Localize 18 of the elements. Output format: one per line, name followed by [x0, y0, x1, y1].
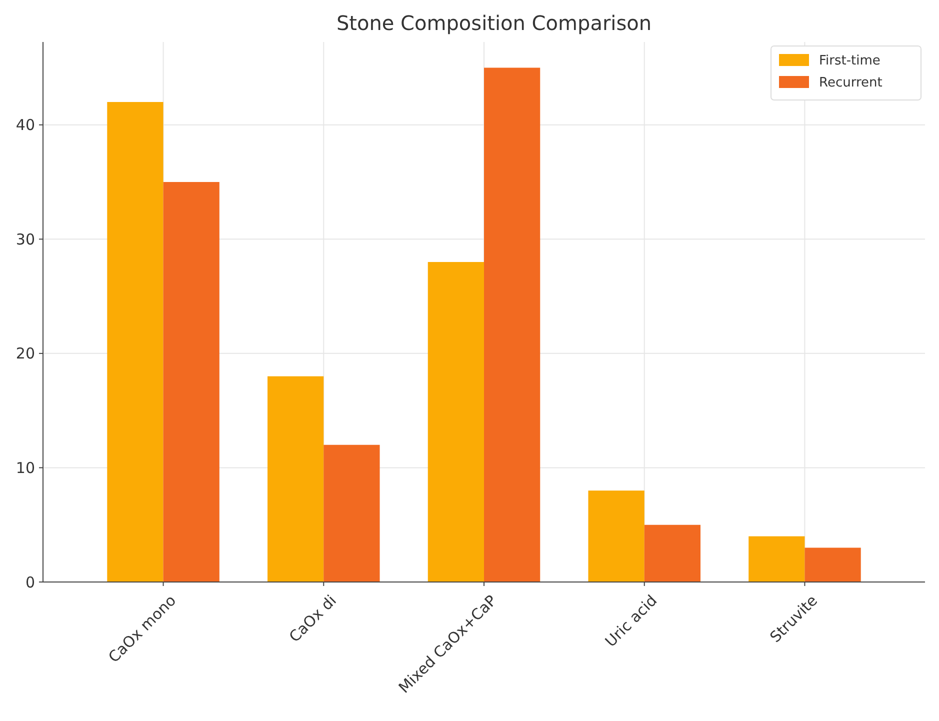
bar — [163, 182, 220, 582]
legend-label: First-time — [819, 54, 880, 69]
y-tick-label: 20 — [16, 344, 35, 363]
legend-label: Recurrent — [819, 76, 882, 91]
bar — [804, 548, 861, 582]
y-tick-label: 40 — [16, 116, 35, 134]
y-tick-label: 30 — [16, 230, 35, 248]
bar — [107, 102, 164, 582]
y-tick-label: 10 — [16, 458, 35, 477]
chart-title: Stone Composition Comparison — [336, 11, 652, 35]
bar — [428, 262, 484, 582]
bar — [748, 536, 805, 582]
y-tick-label: 0 — [25, 573, 35, 592]
bar — [644, 524, 700, 582]
bar — [484, 68, 540, 582]
bar — [588, 490, 644, 582]
bar — [324, 444, 380, 582]
bar — [268, 376, 324, 582]
